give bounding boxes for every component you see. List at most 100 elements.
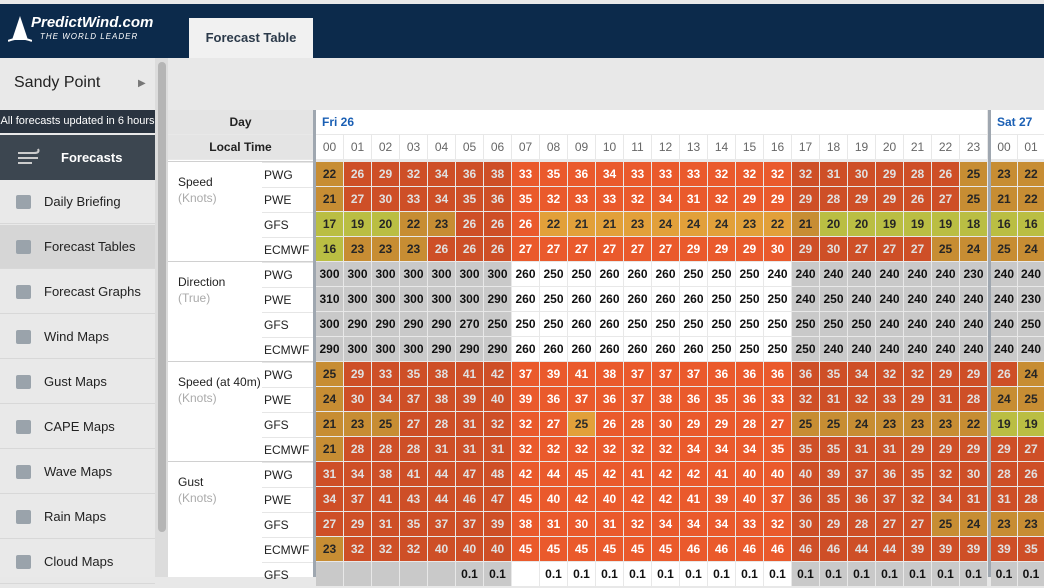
forecast-cell: 21 [991,187,1017,211]
group-unit: (True) [178,291,211,305]
forecast-cell: 32 [372,537,399,561]
forecast-cell: 300 [316,312,343,336]
forecast-cell: 45 [652,537,679,561]
scrollbar[interactable] [158,62,166,532]
forecast-cell: 21 [568,212,595,236]
forecast-cell: 36 [456,162,483,186]
forecast-cell: 29 [680,412,707,436]
forecast-cell: 250 [680,262,707,286]
forecast-cell: 39 [932,537,959,561]
model-label: ECMWF [262,237,313,262]
forecast-cell: 23 [624,212,651,236]
group-label: Direction [178,275,226,289]
forecast-cell: 31 [932,387,959,411]
menu-item[interactable]: Gust Maps [0,360,155,404]
forecast-cell: 240 [991,262,1017,286]
menu-item[interactable]: Daily Briefing [0,180,155,224]
forecast-cell: 39 [991,537,1017,561]
forecast-cell: 250 [1018,312,1044,336]
forecast-cell: 24 [960,237,987,261]
location[interactable]: Sandy Point [14,74,101,91]
day-label: Fri 26 [322,115,355,129]
logo[interactable]: PredictWind.com [31,14,154,31]
forecast-cell: 39 [820,462,847,486]
forecast-cell: 34 [932,487,959,511]
forecast-cell: 250 [540,262,567,286]
forecast-cell: 30 [960,462,987,486]
forecast-cell: 22 [764,212,791,236]
forecast-cell: 0.1 [848,562,875,586]
menu-item[interactable]: Rain Maps [0,495,155,539]
hour-label: 17 [792,135,819,159]
menu-icon [16,285,31,299]
section-icon [18,148,40,164]
model-label: PWE [262,387,313,412]
forecast-cell: 300 [400,337,427,361]
location-arrow[interactable]: ▶ [138,78,146,89]
forecast-cell: 25 [991,237,1017,261]
day-header: Day [168,110,313,134]
model-label: PWE [262,187,313,212]
forecast-cell: 38 [372,462,399,486]
divider [988,110,991,577]
forecast-cell: 0.1 [1018,562,1044,586]
forecast-cell: 0.1 [652,562,679,586]
forecast-cell: 27 [540,237,567,261]
forecast-cell: 45 [512,487,539,511]
forecast-cell: 32 [400,537,427,561]
forecast-cell: 28 [904,162,931,186]
hour-label: 19 [848,135,875,159]
model-label: ECMWF [262,437,313,462]
forecast-cell: 40 [484,537,511,561]
forecast-cell: 27 [400,412,427,436]
hour-label: 09 [568,135,595,159]
forecast-cell: 31 [820,387,847,411]
forecast-cell: 31 [428,437,455,461]
menu-item[interactable]: CAPE Maps [0,405,155,449]
forecast-cell: 32 [932,462,959,486]
hour-label: 01 [1018,135,1044,159]
forecast-cell: 24 [848,412,875,436]
forecast-cell: 31 [456,412,483,436]
hour-label: 10 [596,135,623,159]
forecast-cell: 44 [428,487,455,511]
forecast-cell: 34 [316,487,343,511]
forecast-cell: 32 [400,162,427,186]
divider [313,110,316,577]
forecast-cell: 36 [484,187,511,211]
tab[interactable]: Forecast Table [189,18,313,58]
forecast-cell: 240 [991,337,1017,361]
forecast-cell: 26 [991,362,1017,386]
forecast-cell: 240 [792,262,819,286]
menu-item[interactable]: Wave Maps [0,450,155,494]
tagline: THE WORLD LEADER [40,32,139,41]
model-label: PWG [262,462,313,487]
forecast-cell: 45 [568,537,595,561]
forecast-cell: 45 [512,537,539,561]
forecast-cell: 250 [820,287,847,311]
forecast-cell: 43 [400,487,427,511]
forecast-cell: 300 [316,262,343,286]
hour-label: 15 [736,135,763,159]
forecast-cell: 20 [820,212,847,236]
forecast-cell [372,562,399,586]
forecast-cell: 28 [400,437,427,461]
model-label: PWE [262,487,313,512]
forecast-cell: 34 [652,512,679,536]
forecast-cell: 41 [708,462,735,486]
forecast-cell: 39 [708,487,735,511]
section-header[interactable]: Forecasts [0,135,155,180]
forecast-cell: 29 [764,187,791,211]
forecast-cell: 28 [624,412,651,436]
forecast-cell: 36 [596,387,623,411]
menu-item[interactable]: Wind Maps [0,315,155,359]
menu-item[interactable]: Forecast Graphs [0,270,155,314]
forecast-cell: 33 [764,387,791,411]
forecast-cell: 260 [680,337,707,361]
forecast-cell: 38 [428,362,455,386]
forecast-cell: 26 [428,237,455,261]
forecast-cell: 23 [372,237,399,261]
forecast-cell: 46 [820,537,847,561]
forecast-cell: 19 [876,212,903,236]
